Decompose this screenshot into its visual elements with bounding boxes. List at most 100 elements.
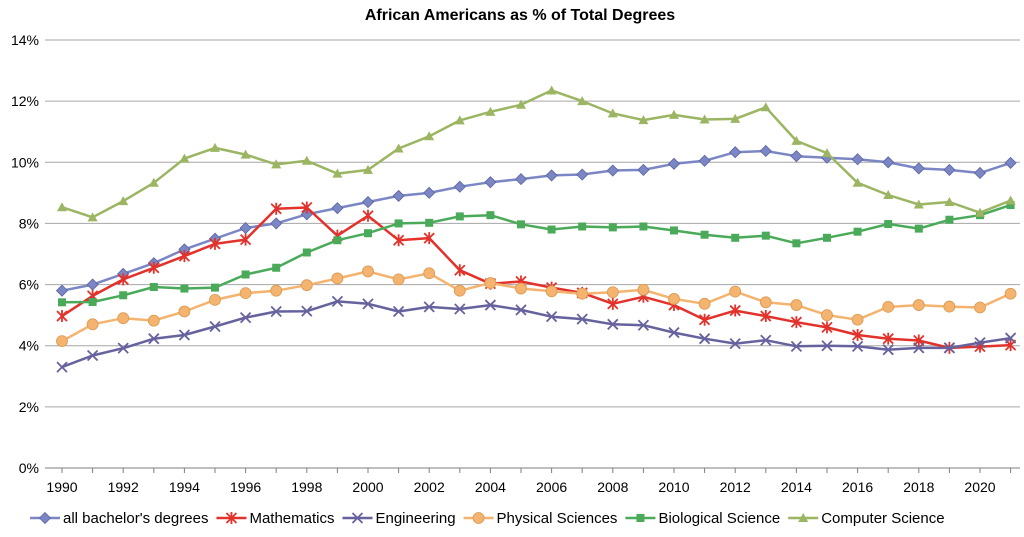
data-point [270,202,282,215]
data-point [117,312,130,325]
legend: all bachelor's degrees Mathematics Enginee… [30,510,945,527]
data-point [760,334,772,346]
data-point [392,305,405,318]
series-engineering [56,295,1017,373]
data-point [117,273,129,286]
data-point [178,305,191,318]
data-point [180,284,189,293]
data-point [86,278,99,291]
data-point [56,310,68,323]
data-point [241,270,250,279]
x-tick-label: 1992 [108,479,139,495]
legend-marker [351,512,364,524]
data-point [699,114,710,124]
data-point [545,285,558,298]
series-line [61,206,1011,350]
data-point [973,166,987,180]
x-tick-label: 2014 [781,479,812,495]
x-tick-label: 1996 [230,479,261,495]
data-point [394,219,403,228]
data-point [606,286,619,299]
data-point [514,173,528,186]
legend-label: all bachelor's degrees [63,510,208,527]
data-point [148,333,160,345]
data-point [392,273,405,286]
data-point [484,176,497,189]
data-point [607,108,618,118]
legend-label: Biological Science [658,510,780,527]
legend-item-all-bachelor-s-degrees: all bachelor's degrees [30,510,208,527]
data-point [943,163,956,176]
data-point [576,287,589,300]
data-point [271,159,282,169]
data-point [333,236,342,245]
data-point [484,277,497,289]
data-point [759,296,772,309]
gridlines [45,39,1020,469]
legend-item-biological-science: Biological Science [625,510,780,527]
data-point [1005,195,1016,205]
data-point [759,144,772,158]
data-point [729,285,742,298]
data-point [698,313,711,326]
data-point [455,212,464,221]
data-point [209,320,221,333]
legend-label: Engineering [375,510,455,527]
legend-marker [636,514,645,522]
data-point [792,239,801,248]
y-tick-label: 2% [19,399,39,415]
data-point [331,272,344,285]
data-point [88,297,97,306]
data-point [87,212,98,222]
series-computer-science [57,85,1016,222]
data-point [882,156,895,169]
data-point [639,222,648,231]
data-point [698,297,711,310]
series-line [61,149,1011,292]
data-point [515,304,527,316]
series-physical-sciences [56,265,1017,348]
data-point [147,314,160,327]
legend-marker [472,512,485,524]
data-point [913,199,924,209]
data-point [760,102,771,112]
legend-item-physical-sciences: Physical Sciences [463,510,617,527]
data-point [178,250,191,263]
series-line [61,89,1012,219]
data-point [761,231,770,240]
data-point [301,155,312,165]
data-point [852,177,863,187]
data-point [454,264,466,277]
data-point [821,321,833,334]
legend-marker [225,512,238,524]
plot-area [55,85,1017,373]
data-point [454,303,466,315]
data-point [363,164,373,174]
series-biological-science [58,201,1015,307]
data-point [790,150,803,163]
chart-title: African Americans as % of Total Degrees [365,7,675,24]
legend-marker [38,511,52,525]
data-point [637,283,650,296]
x-tick-label: 1990 [46,479,77,495]
data-point [821,340,833,352]
data-point [517,220,525,229]
data-point [209,237,221,250]
data-point [331,295,344,308]
data-point [637,163,650,176]
data-point [576,313,588,325]
data-point [943,300,956,313]
data-point [210,142,220,152]
data-point [302,248,311,257]
data-point [945,215,954,224]
x-tick-label: 2004 [475,479,506,495]
data-point [239,311,252,324]
data-point [239,287,252,300]
data-point [486,211,495,220]
data-point [425,218,434,227]
data-point [57,202,67,212]
y-tick-label: 12% [11,93,39,109]
series-line [61,300,1011,369]
data-point [668,293,680,305]
